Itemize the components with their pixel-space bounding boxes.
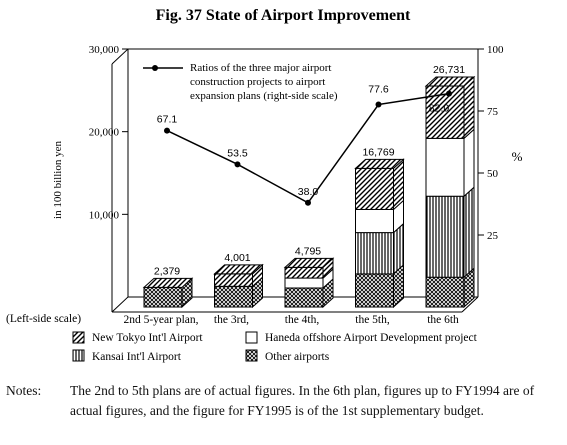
right-axis: 25 50 75 100 <box>478 44 504 242</box>
ratio-point <box>446 90 452 97</box>
legend-label-new-tokyo: New Tokyo Int'l Airport <box>92 332 203 344</box>
bar-new-tokyo-int-l-airport-front <box>284 266 324 279</box>
notes-text: The 2nd to 5th plans are of actual figur… <box>70 383 535 418</box>
category-label: the 6th <box>427 314 459 326</box>
ratio-label: 38.0 <box>298 186 319 198</box>
category-label: the 3rd, <box>214 314 249 326</box>
category-label: the 5th, <box>355 314 390 326</box>
left-scale-note: (Left-side scale) <box>6 313 81 325</box>
legend-swatch-new-tokyo <box>72 331 85 344</box>
bar-other-airports-front <box>214 285 253 308</box>
bar-top-face <box>354 158 405 169</box>
bar-other-airports-front <box>425 276 465 308</box>
bar-new-tokyo-int-l-airport-side <box>463 75 475 140</box>
bar-haneda-offshore-airport-development-project-front <box>355 208 394 234</box>
bar-top-face <box>283 257 335 268</box>
bar-haneda-offshore-airport-development-project-front <box>284 277 324 289</box>
left-tick-label: 10,000 <box>89 209 120 221</box>
line-legend-line-2: construction projects to airport <box>190 76 325 88</box>
ratio-point <box>234 161 241 168</box>
legend-swatch-kansai <box>72 349 85 362</box>
left-axis-label: in 100 billion yen <box>52 141 64 219</box>
ratio-label: 53.5 <box>227 147 248 159</box>
category-label: the 4th, <box>285 314 320 326</box>
ratio-line: 67.1 53.5 38.0 77.6 82.0 <box>157 84 452 206</box>
legend-swatch-other <box>245 349 258 362</box>
bar-haneda-offshore-airport-development-project-side <box>463 128 475 198</box>
bar-group: 2,379 4,001 4,795 16,769 26,731 <box>142 64 476 309</box>
ratio-label: 67.1 <box>157 114 178 126</box>
bar-top-face <box>213 264 264 275</box>
line-legend-line-1: Ratios of the three major airport <box>190 62 331 74</box>
line-legend-line-3: expansion plans (right-side scale) <box>190 90 338 102</box>
bar-other-airports-front <box>284 287 324 308</box>
bar-top-face <box>424 76 476 87</box>
line-legend-marker <box>152 65 158 71</box>
right-tick-label: 75 <box>487 106 499 118</box>
ratio-label: 82.0 <box>429 103 450 115</box>
bar-kansai-int-l-airport-front <box>425 195 465 278</box>
chart-title: Fig. 37 State of Airport Improvement <box>156 7 411 24</box>
legend-label-haneda: Haneda offshore Airport Development proj… <box>265 332 478 344</box>
legend-swatch-haneda <box>245 331 258 344</box>
bar-top-face <box>142 277 194 288</box>
chart: Fig. 37 State of Airport Improvement 10,… <box>6 7 523 363</box>
right-axis-label: % <box>512 149 523 164</box>
legend-label-kansai: Kansai Int'l Airport <box>92 351 182 363</box>
line-legend: Ratios of the three major airport constr… <box>143 62 338 102</box>
notes-label: Notes: <box>6 383 42 398</box>
left-tick-label: 30,000 <box>89 44 120 56</box>
bar-total-label: 4,795 <box>295 245 321 257</box>
legend-label-other: Other airports <box>265 351 330 363</box>
ratio-point <box>164 127 170 134</box>
left-axis: 10,000 20,000 30,000 <box>89 44 128 221</box>
ratio-label: 77.6 <box>368 84 389 96</box>
right-tick-label: 100 <box>487 44 504 56</box>
bar-total-label: 16,769 <box>362 146 394 158</box>
category-label: 2nd 5-year plan, <box>123 314 198 326</box>
bar-haneda-offshore-airport-development-project-front <box>425 137 465 197</box>
right-tick-label: 50 <box>487 168 499 180</box>
ratio-point <box>375 101 382 108</box>
bar-new-tokyo-int-l-airport-front <box>355 167 394 210</box>
right-tick-label: 25 <box>487 230 499 242</box>
bar-new-tokyo-int-l-airport-front <box>214 273 253 287</box>
bar-kansai-int-l-airport-side <box>463 186 475 279</box>
category-labels: 2nd 5-year plan, the 3rd, the 4th, the 5th,… <box>123 314 459 326</box>
ratio-point <box>305 199 311 206</box>
pattern-legend: New Tokyo Int'l Airport Haneda offshore … <box>72 331 478 363</box>
bar-total-label: 26,731 <box>433 64 465 76</box>
bar-other-airports-front <box>355 273 394 308</box>
left-tick-label: 20,000 <box>89 127 120 139</box>
bar-other-airports-front <box>143 286 183 308</box>
bar-kansai-int-l-airport-front <box>355 232 394 275</box>
bar-total-label: 2,379 <box>154 265 180 277</box>
bar-total-label: 4,001 <box>224 252 250 264</box>
